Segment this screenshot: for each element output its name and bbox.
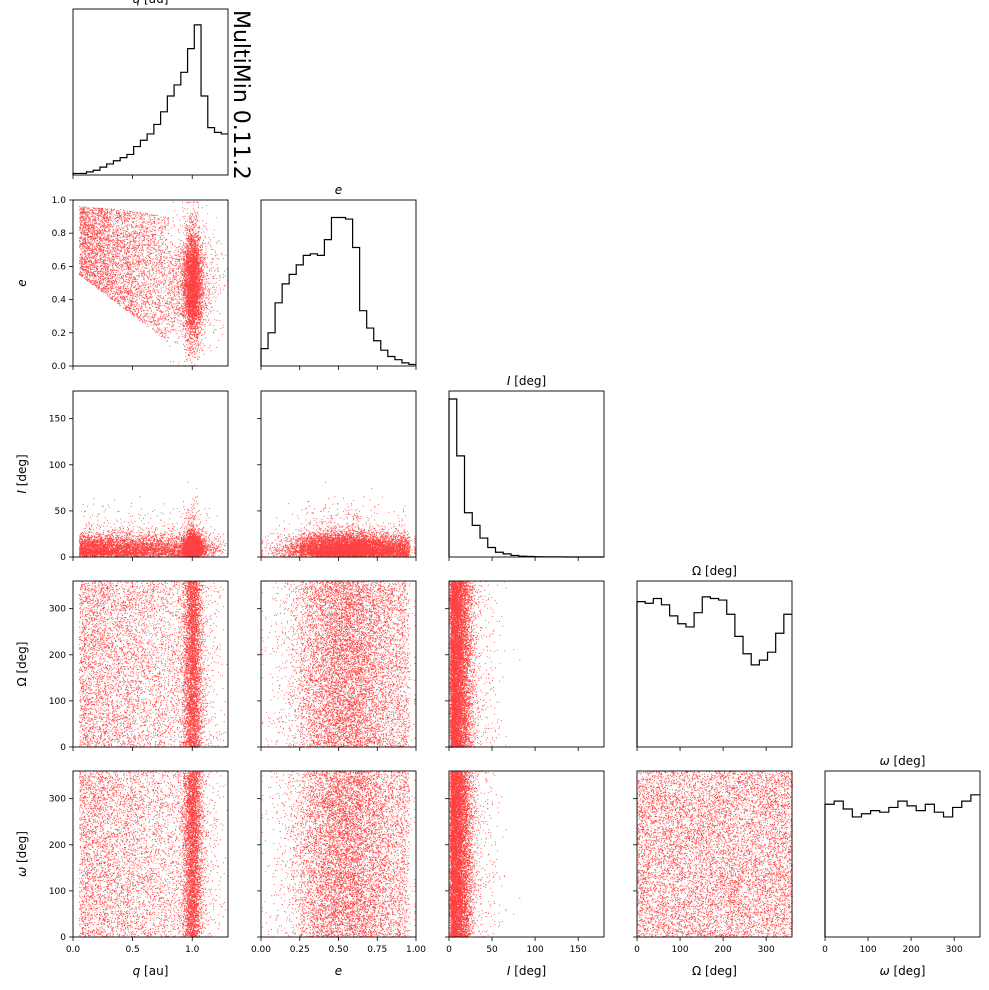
- y-tick-label: 0.6: [52, 262, 67, 272]
- scatter-omega-Omega: [637, 771, 793, 938]
- panel-Omega-q: 0 100 200 300: [49, 580, 229, 753]
- panel-frame: [636, 770, 793, 938]
- y-axis-label-Omega: Ω [deg]: [15, 642, 29, 687]
- panel-frame: [448, 390, 605, 558]
- panel-frame: [72, 8, 229, 176]
- y-axis-label-I: I [deg]: [15, 454, 29, 493]
- panel-I-I: I [deg]: [448, 374, 605, 561]
- scatter-omega-e: [261, 771, 416, 938]
- x-axis-label-I: I [deg]: [507, 964, 546, 978]
- x-tick-label: 0: [446, 945, 452, 955]
- y-tick-label: 1.0: [52, 196, 67, 206]
- panel-frame: [824, 770, 981, 938]
- histogram-q: [72, 24, 228, 175]
- scatter-omega-q: [79, 771, 229, 938]
- scatter-I-q: [79, 481, 229, 558]
- y-tick-label: 200: [49, 841, 66, 851]
- panel-frame: [72, 199, 229, 367]
- x-axis-label-omega: ω [deg]: [880, 964, 926, 978]
- scatter-e-q: [79, 201, 229, 367]
- y-tick-label: 0.4: [52, 296, 67, 306]
- x-tick-label: 100: [671, 945, 688, 955]
- panel-frame: [448, 580, 605, 748]
- histogram-Omega: [636, 596, 792, 747]
- x-tick-label: 0.0: [66, 945, 81, 955]
- x-tick-label: 1.00: [406, 945, 426, 955]
- panel-omega-Omega: 0 100 200 300: [633, 770, 793, 955]
- panel-I-e: [257, 390, 417, 561]
- diag-title-e: e: [335, 183, 342, 197]
- scatter-Omega-I: [449, 581, 521, 748]
- panels-layer: q [au] 0.0 0.2 0.4 0.6 0.8 1.0 e e 0 50 100 150 I [de…: [15, 0, 981, 978]
- x-axis-label-q: q [au]: [133, 964, 169, 978]
- x-tick-label: 0: [634, 945, 640, 955]
- panel-omega-I: 0 50 100 150: [445, 770, 605, 955]
- x-tick-label: 100: [859, 945, 876, 955]
- y-tick-label: 0: [60, 933, 66, 943]
- scatter-Omega-q: [79, 581, 229, 748]
- scatter-Omega-e: [261, 581, 416, 748]
- y-tick-label: 150: [49, 415, 66, 425]
- histogram-I: [448, 398, 604, 558]
- diag-title-omega: ω [deg]: [880, 754, 926, 768]
- x-tick-label: 300: [758, 945, 775, 955]
- y-tick-label: 100: [49, 697, 66, 707]
- y-tick-label: 0: [60, 553, 66, 563]
- panel-Omega-Omega: Ω [deg]: [636, 564, 793, 751]
- panel-Omega-e: [257, 580, 417, 751]
- x-tick-label: 1.0: [185, 945, 200, 955]
- y-tick-label: 0.0: [52, 362, 67, 372]
- panel-frame: [260, 199, 417, 367]
- y-axis-label-omega: ω [deg]: [15, 831, 29, 877]
- x-axis-label-e: e: [335, 964, 342, 978]
- y-tick-label: 100: [49, 887, 66, 897]
- x-axis-label-Omega: Ω [deg]: [692, 964, 737, 978]
- x-tick-label: 0.50: [328, 945, 348, 955]
- diag-title-Omega: Ω [deg]: [692, 564, 737, 578]
- y-tick-label: 0.8: [52, 229, 67, 239]
- panel-I-q: 0 50 100 150: [49, 390, 229, 563]
- x-tick-label: 100: [527, 945, 544, 955]
- histogram-omega: [824, 794, 980, 937]
- panel-omega-q: 0.0 0.5 1.0 0 100 200 300: [49, 770, 229, 955]
- panel-e-q: 0.0 0.2 0.4 0.6 0.8 1.0: [52, 196, 229, 372]
- x-tick-label: 150: [570, 945, 587, 955]
- y-tick-label: 200: [49, 651, 66, 661]
- histogram-e: [260, 216, 416, 366]
- scatter-omega-I: [449, 771, 521, 938]
- y-axis-label-e: e: [15, 279, 29, 286]
- diag-title-q: q [au]: [133, 0, 169, 6]
- panel-frame: [636, 580, 793, 748]
- x-tick-label: 200: [715, 945, 732, 955]
- x-tick-label: 0.25: [290, 945, 310, 955]
- x-tick-label: 0: [822, 945, 828, 955]
- x-tick-label: 200: [903, 945, 920, 955]
- scatter-I-e: [261, 481, 416, 558]
- x-tick-label: 0.00: [251, 945, 271, 955]
- panel-omega-omega: ω [deg] 0 100 200 300: [822, 754, 981, 955]
- panel-omega-e: 0.00 0.25 0.50 0.75 1.00: [251, 770, 426, 955]
- panel-frame: [72, 580, 229, 748]
- y-tick-label: 50: [55, 507, 67, 517]
- panel-frame: [260, 390, 417, 558]
- panel-e-e: e: [260, 183, 417, 370]
- y-tick-label: 300: [49, 605, 66, 615]
- x-tick-label: 0.5: [125, 945, 139, 955]
- diag-title-I: I [deg]: [507, 374, 546, 388]
- watermark-text: MultiMin 0.11.2: [228, 10, 253, 180]
- panel-q-q: q [au]: [72, 0, 229, 179]
- panel-frame: [72, 390, 229, 558]
- y-tick-label: 100: [49, 461, 66, 471]
- panel-Omega-I: [445, 580, 605, 751]
- panel-frame: [72, 770, 229, 938]
- panel-frame: [448, 770, 605, 938]
- y-tick-label: 0.2: [52, 329, 66, 339]
- x-tick-label: 0.75: [367, 945, 387, 955]
- x-tick-label: 300: [946, 945, 963, 955]
- x-tick-label: 50: [486, 945, 498, 955]
- y-tick-label: 300: [49, 795, 66, 805]
- y-tick-label: 0: [60, 743, 66, 753]
